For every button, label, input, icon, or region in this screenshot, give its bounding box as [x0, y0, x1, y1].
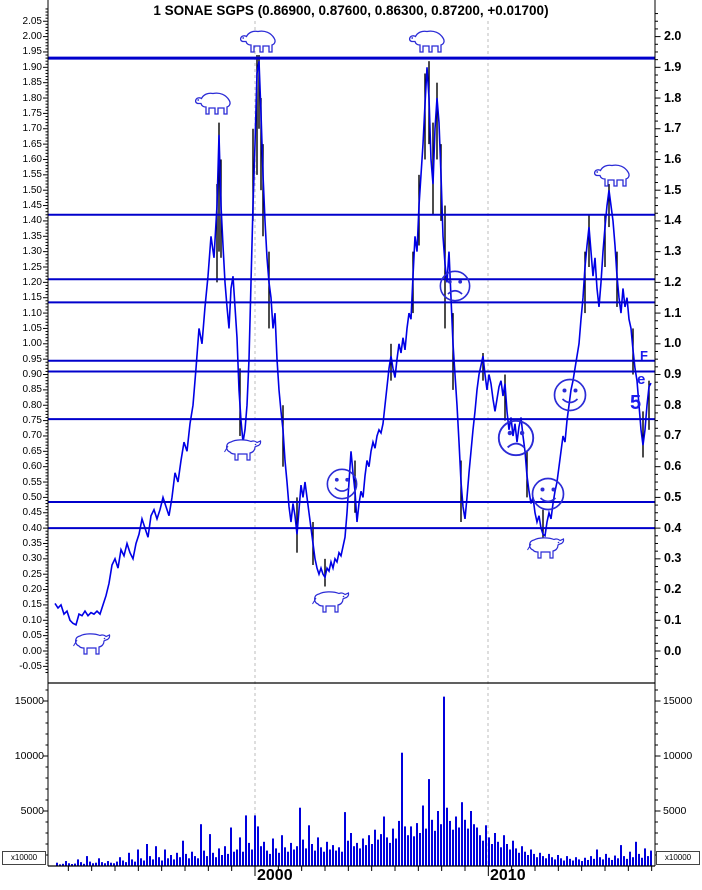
- price-axis-label-right: 1.2: [664, 274, 682, 289]
- price-axis-label-left: 1.75: [22, 107, 42, 119]
- price-axis-label-left: 1.70: [22, 123, 42, 135]
- price-axis-label-left: 1.15: [22, 292, 42, 304]
- annotation-letter: 5: [630, 392, 642, 414]
- bull-icon: [311, 591, 350, 613]
- happy-face-icon: [531, 477, 565, 511]
- price-axis-label-right: 0.0: [664, 643, 682, 658]
- price-axis-label-left: 0.70: [22, 430, 42, 442]
- axes-frame: [43, 0, 661, 876]
- bull-icon: [526, 537, 565, 559]
- price-axis-label-right: 1.4: [664, 213, 682, 228]
- price-axis-label-left: 0.90: [22, 369, 42, 381]
- price-axis-label-left: 1.35: [22, 230, 42, 242]
- price-axis-label-left: 0.20: [22, 584, 42, 596]
- bear-icon: [593, 164, 630, 187]
- price-axis-label-right: 1.6: [664, 151, 682, 166]
- price-axis-label-left: 1.65: [22, 138, 42, 150]
- price-axis-label-left: 0.95: [22, 353, 42, 365]
- price-axis-label-left: 0.10: [22, 614, 42, 626]
- annotation-letter: F: [640, 348, 648, 363]
- price-axis-label-right: 0.2: [664, 582, 682, 597]
- price-polyline: [54, 61, 652, 627]
- price-axis-label-right: 1.0: [664, 336, 682, 351]
- price-axis-label-left: 0.50: [22, 491, 42, 503]
- price-axis-label-left: -0.05: [19, 660, 42, 672]
- year-label: 2000: [257, 867, 293, 884]
- price-axis-label-left: 1.55: [22, 169, 42, 181]
- price-axis-label-left: 1.85: [22, 77, 42, 89]
- bear-icon: [194, 92, 231, 115]
- volume-axis-label-left: 10000: [14, 749, 44, 762]
- price-axis-label-right: 0.7: [664, 428, 682, 443]
- price-axis-label-left: 1.95: [22, 46, 42, 58]
- annotation-letter: e: [637, 371, 646, 388]
- price-axis-label-left: 1.60: [22, 153, 42, 165]
- price-axis-label-left: 1.40: [22, 215, 42, 227]
- price-line: [54, 61, 652, 627]
- price-axis-label-right: 1.3: [664, 244, 682, 259]
- price-wicks: [216, 55, 650, 587]
- happy-face-icon: [326, 468, 358, 500]
- price-axis-label-right: 2.0: [664, 29, 682, 44]
- volume-axis-label-right: 15000: [663, 694, 693, 707]
- price-axis-label-left: 0.40: [22, 522, 42, 534]
- price-axis-label-left: 1.10: [22, 307, 42, 319]
- volume-axis-label-right: 5000: [663, 804, 687, 817]
- price-axis-label-left: 0.25: [22, 568, 42, 580]
- bear-icon: [408, 30, 445, 53]
- price-axis-label-right: 0.3: [664, 551, 682, 566]
- price-axis-label-right: 1.5: [664, 182, 682, 197]
- price-axis-label-left: 1.05: [22, 322, 42, 334]
- price-axis-label-right: 1.9: [664, 59, 682, 74]
- support-resistance-lines: [48, 56, 655, 530]
- volume-multiplier-right: x10000: [656, 851, 700, 865]
- volume-multiplier-left: x10000: [2, 851, 46, 865]
- vertical-gridlines: [254, 21, 489, 866]
- year-label: 2010: [490, 867, 526, 884]
- price-axis-label-left: 0.35: [22, 537, 42, 549]
- price-axis-label-left: 0.80: [22, 399, 42, 411]
- price-axis-label-right: 0.9: [664, 367, 682, 382]
- bull-icon: [72, 633, 111, 655]
- price-axis-label-right: 1.8: [664, 90, 682, 105]
- price-axis-label-left: 0.55: [22, 476, 42, 488]
- price-axis-label-left: 0.75: [22, 415, 42, 427]
- price-axis-label-left: 1.45: [22, 200, 42, 212]
- price-axis-label-left: 0.00: [22, 645, 42, 657]
- price-axis-label-right: 0.5: [664, 489, 682, 504]
- volume-axis-label-left: 5000: [20, 804, 44, 817]
- price-axis-label-right: 0.4: [664, 520, 682, 535]
- chart-title: 1 SONAE SGPS (0.86900, 0.87600, 0.86300,…: [153, 3, 549, 18]
- price-axis-label-right: 1.1: [664, 305, 682, 320]
- annotation-icons: [72, 30, 630, 655]
- price-axis-label-left: 1.20: [22, 276, 42, 288]
- price-axis-label-left: 0.60: [22, 461, 42, 473]
- volume-histogram: [56, 696, 652, 866]
- volume-axis-label-left: 15000: [14, 694, 44, 707]
- price-axis-label-right: 0.8: [664, 397, 682, 412]
- price-axis-label-right: 0.1: [664, 612, 682, 627]
- price-axis-label-left: 2.00: [22, 31, 42, 43]
- price-axis-label-right: 1.7: [664, 121, 682, 136]
- price-axis-label-left: 0.45: [22, 507, 42, 519]
- price-axis-label-left: 1.80: [22, 92, 42, 104]
- price-axis-label-left: 2.05: [22, 15, 42, 27]
- volume-axis-label-right: 10000: [663, 749, 693, 762]
- price-axis-label-left: 1.90: [22, 61, 42, 73]
- price-axis-label-left: 0.65: [22, 445, 42, 457]
- price-axis-label-left: 0.85: [22, 384, 42, 396]
- price-axis-label-left: 0.15: [22, 599, 42, 611]
- price-axis-label-right: 0.6: [664, 459, 682, 474]
- price-axis-label-left: 1.50: [22, 184, 42, 196]
- price-axis-label-left: 1.00: [22, 338, 42, 350]
- price-axis-label-left: 0.05: [22, 630, 42, 642]
- price-axis-label-left: 1.30: [22, 246, 42, 258]
- price-axis-label-left: 0.30: [22, 553, 42, 565]
- bear-icon: [239, 30, 276, 53]
- price-axis-label-left: 1.25: [22, 261, 42, 273]
